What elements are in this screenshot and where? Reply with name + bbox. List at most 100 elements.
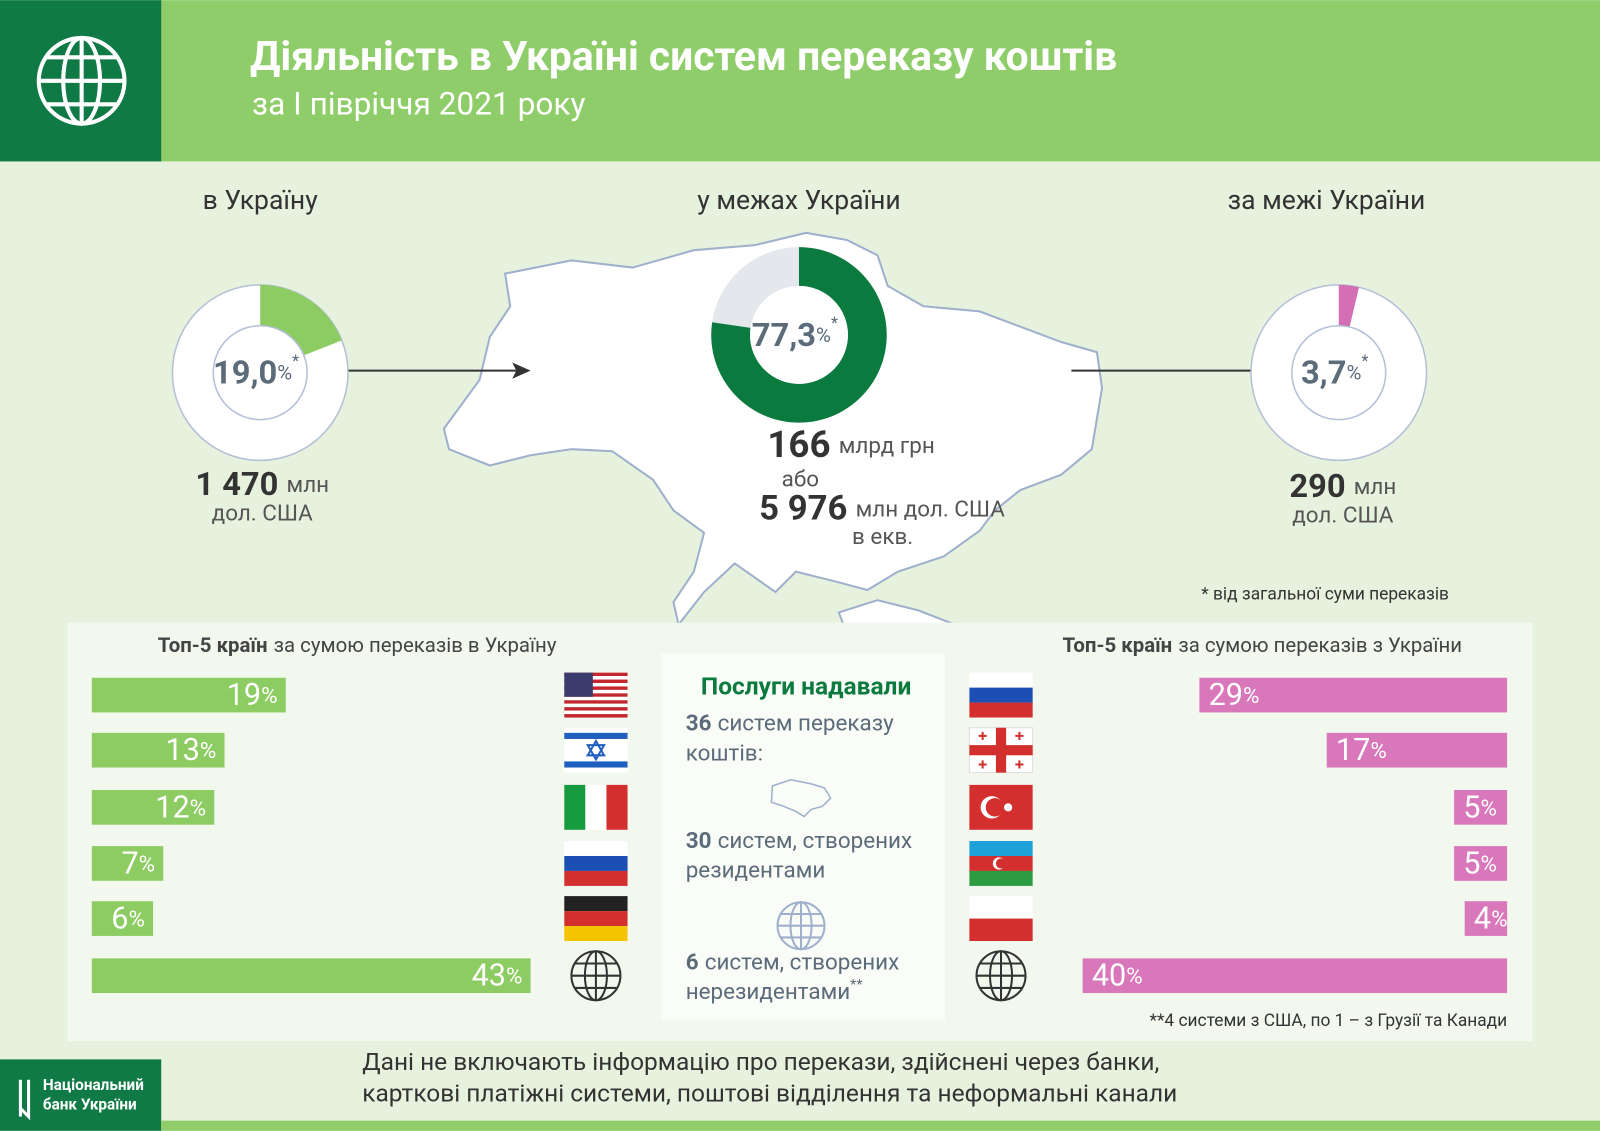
amount-value: 5 976: [759, 489, 847, 529]
title: Діяльність в Україні систем переказу кош…: [250, 32, 1117, 80]
bar-unit: %: [1126, 964, 1142, 990]
bank-logo-mark: [18, 1079, 31, 1121]
share-value: 3,7: [1301, 353, 1347, 391]
bar-label: 5%: [1463, 790, 1497, 825]
flag-small-cross: [978, 760, 987, 769]
flag: [570, 950, 622, 1002]
bar-unit: %: [1243, 683, 1259, 709]
bar-unit: %: [200, 738, 216, 764]
donut-label: 77,3%*: [752, 314, 838, 354]
bar-label: 5%: [1463, 847, 1497, 882]
flag-stripe: [564, 714, 628, 718]
flag: [969, 672, 1033, 718]
amount-currency: дол. США: [212, 500, 314, 526]
or-label: або: [782, 467, 819, 493]
flag: [968, 727, 1034, 774]
flag-star: [585, 738, 606, 762]
service-text: коштів:: [686, 740, 763, 766]
service-line: коштів:: [686, 740, 763, 766]
donut-hole: [1291, 324, 1387, 421]
service-mark: **: [850, 977, 862, 993]
flag-stripe: [564, 703, 628, 708]
ukraine-map: [442, 231, 1104, 628]
flag-stripe: [969, 702, 1033, 718]
flag-stripe: [564, 841, 628, 856]
bar-value: 29: [1209, 678, 1243, 713]
amount: 290 млн: [1289, 467, 1396, 505]
bar-value: 6: [111, 902, 128, 937]
flag-stripe: [564, 689, 628, 694]
footer-band: [161, 1120, 1600, 1131]
flow-heading: в Україну: [203, 185, 319, 216]
bar-value: 17: [1336, 733, 1370, 768]
flag-stripe: [564, 679, 628, 684]
service-text: систем, створених: [718, 828, 913, 854]
service-text: систем, створених: [705, 949, 900, 975]
bar-label: 43%: [472, 959, 523, 994]
flag-stripe: [564, 784, 586, 830]
flag-stripe: [564, 926, 628, 942]
flag: [564, 841, 628, 886]
bar-label: 40%: [1092, 959, 1143, 994]
amount-value: 290: [1289, 467, 1345, 505]
top-title-bold: Топ-5 країн: [1062, 634, 1172, 658]
flag-stripe: [969, 896, 1033, 919]
flag-stripe: [564, 696, 628, 701]
bar: [91, 901, 154, 936]
flag: [969, 841, 1033, 886]
bar-value: 4: [1474, 902, 1491, 937]
bar-value: 7: [121, 847, 138, 882]
donut-hole: [212, 324, 308, 421]
amount-unit: млн дол. США: [856, 496, 1006, 522]
services-panel: [661, 653, 945, 1021]
mini-map-icon: [770, 778, 832, 818]
flag-crescent-cut: [985, 798, 1005, 817]
top-title-rest: за сумою переказів в Україну: [274, 634, 557, 658]
share-mark: *: [292, 352, 299, 371]
bar-label: 6%: [111, 902, 145, 937]
share-unit: %: [1346, 361, 1361, 385]
bar: [91, 789, 215, 825]
top-title-rest: за сумою переказів з України: [1178, 634, 1462, 658]
service-line: нерезидентами**: [686, 977, 863, 1005]
flag-small-cross: [1015, 760, 1024, 769]
bar-unit: %: [190, 795, 206, 821]
flag: [969, 784, 1033, 830]
flag-stripe: [564, 732, 628, 739]
bank-name: Національний: [43, 1076, 144, 1094]
bar-unit: %: [1491, 907, 1507, 933]
flag-star: [1004, 803, 1013, 812]
flag-stripe: [969, 918, 1033, 942]
flag-stripe: [564, 693, 628, 697]
donut-arc: [711, 247, 887, 423]
bar-unit: %: [1480, 795, 1496, 821]
flag-stripe: [564, 710, 628, 715]
share-unit: %: [277, 361, 292, 385]
flag: [564, 672, 628, 718]
amount-unit: млрд грн: [839, 433, 935, 459]
flag-stripe: [564, 676, 628, 680]
subtitle: за І півріччя 2021 року: [252, 86, 585, 123]
service-count: 30: [686, 828, 712, 854]
bar-label: 12%: [155, 790, 206, 825]
donut: 3,7%*: [1250, 284, 1428, 462]
bar: [1454, 789, 1508, 825]
amount-value: 1 470: [195, 465, 278, 503]
bar-label: 17%: [1336, 733, 1387, 768]
share-footnote: * від загальної суми переказів: [1201, 585, 1449, 605]
bar-value: 5: [1463, 847, 1480, 882]
bar-unit: %: [128, 907, 144, 933]
service-line: 6 систем, створених: [686, 949, 900, 975]
globe-icon: [570, 950, 622, 1002]
bar-value: 5: [1463, 790, 1480, 825]
amount: 5 976 млн дол. США: [759, 489, 1005, 529]
amount-value: 166: [767, 423, 830, 466]
flag-stripe: [969, 687, 1033, 703]
bar: [91, 846, 164, 881]
flag: [564, 784, 628, 830]
top-title: Топ-5 країн за сумою переказів з України: [1062, 634, 1461, 658]
service-line: 30 систем, створених: [686, 828, 912, 854]
flag-stripe: [564, 761, 628, 768]
donut: 19,0%*: [171, 284, 349, 462]
globe-parallels: [575, 962, 617, 989]
